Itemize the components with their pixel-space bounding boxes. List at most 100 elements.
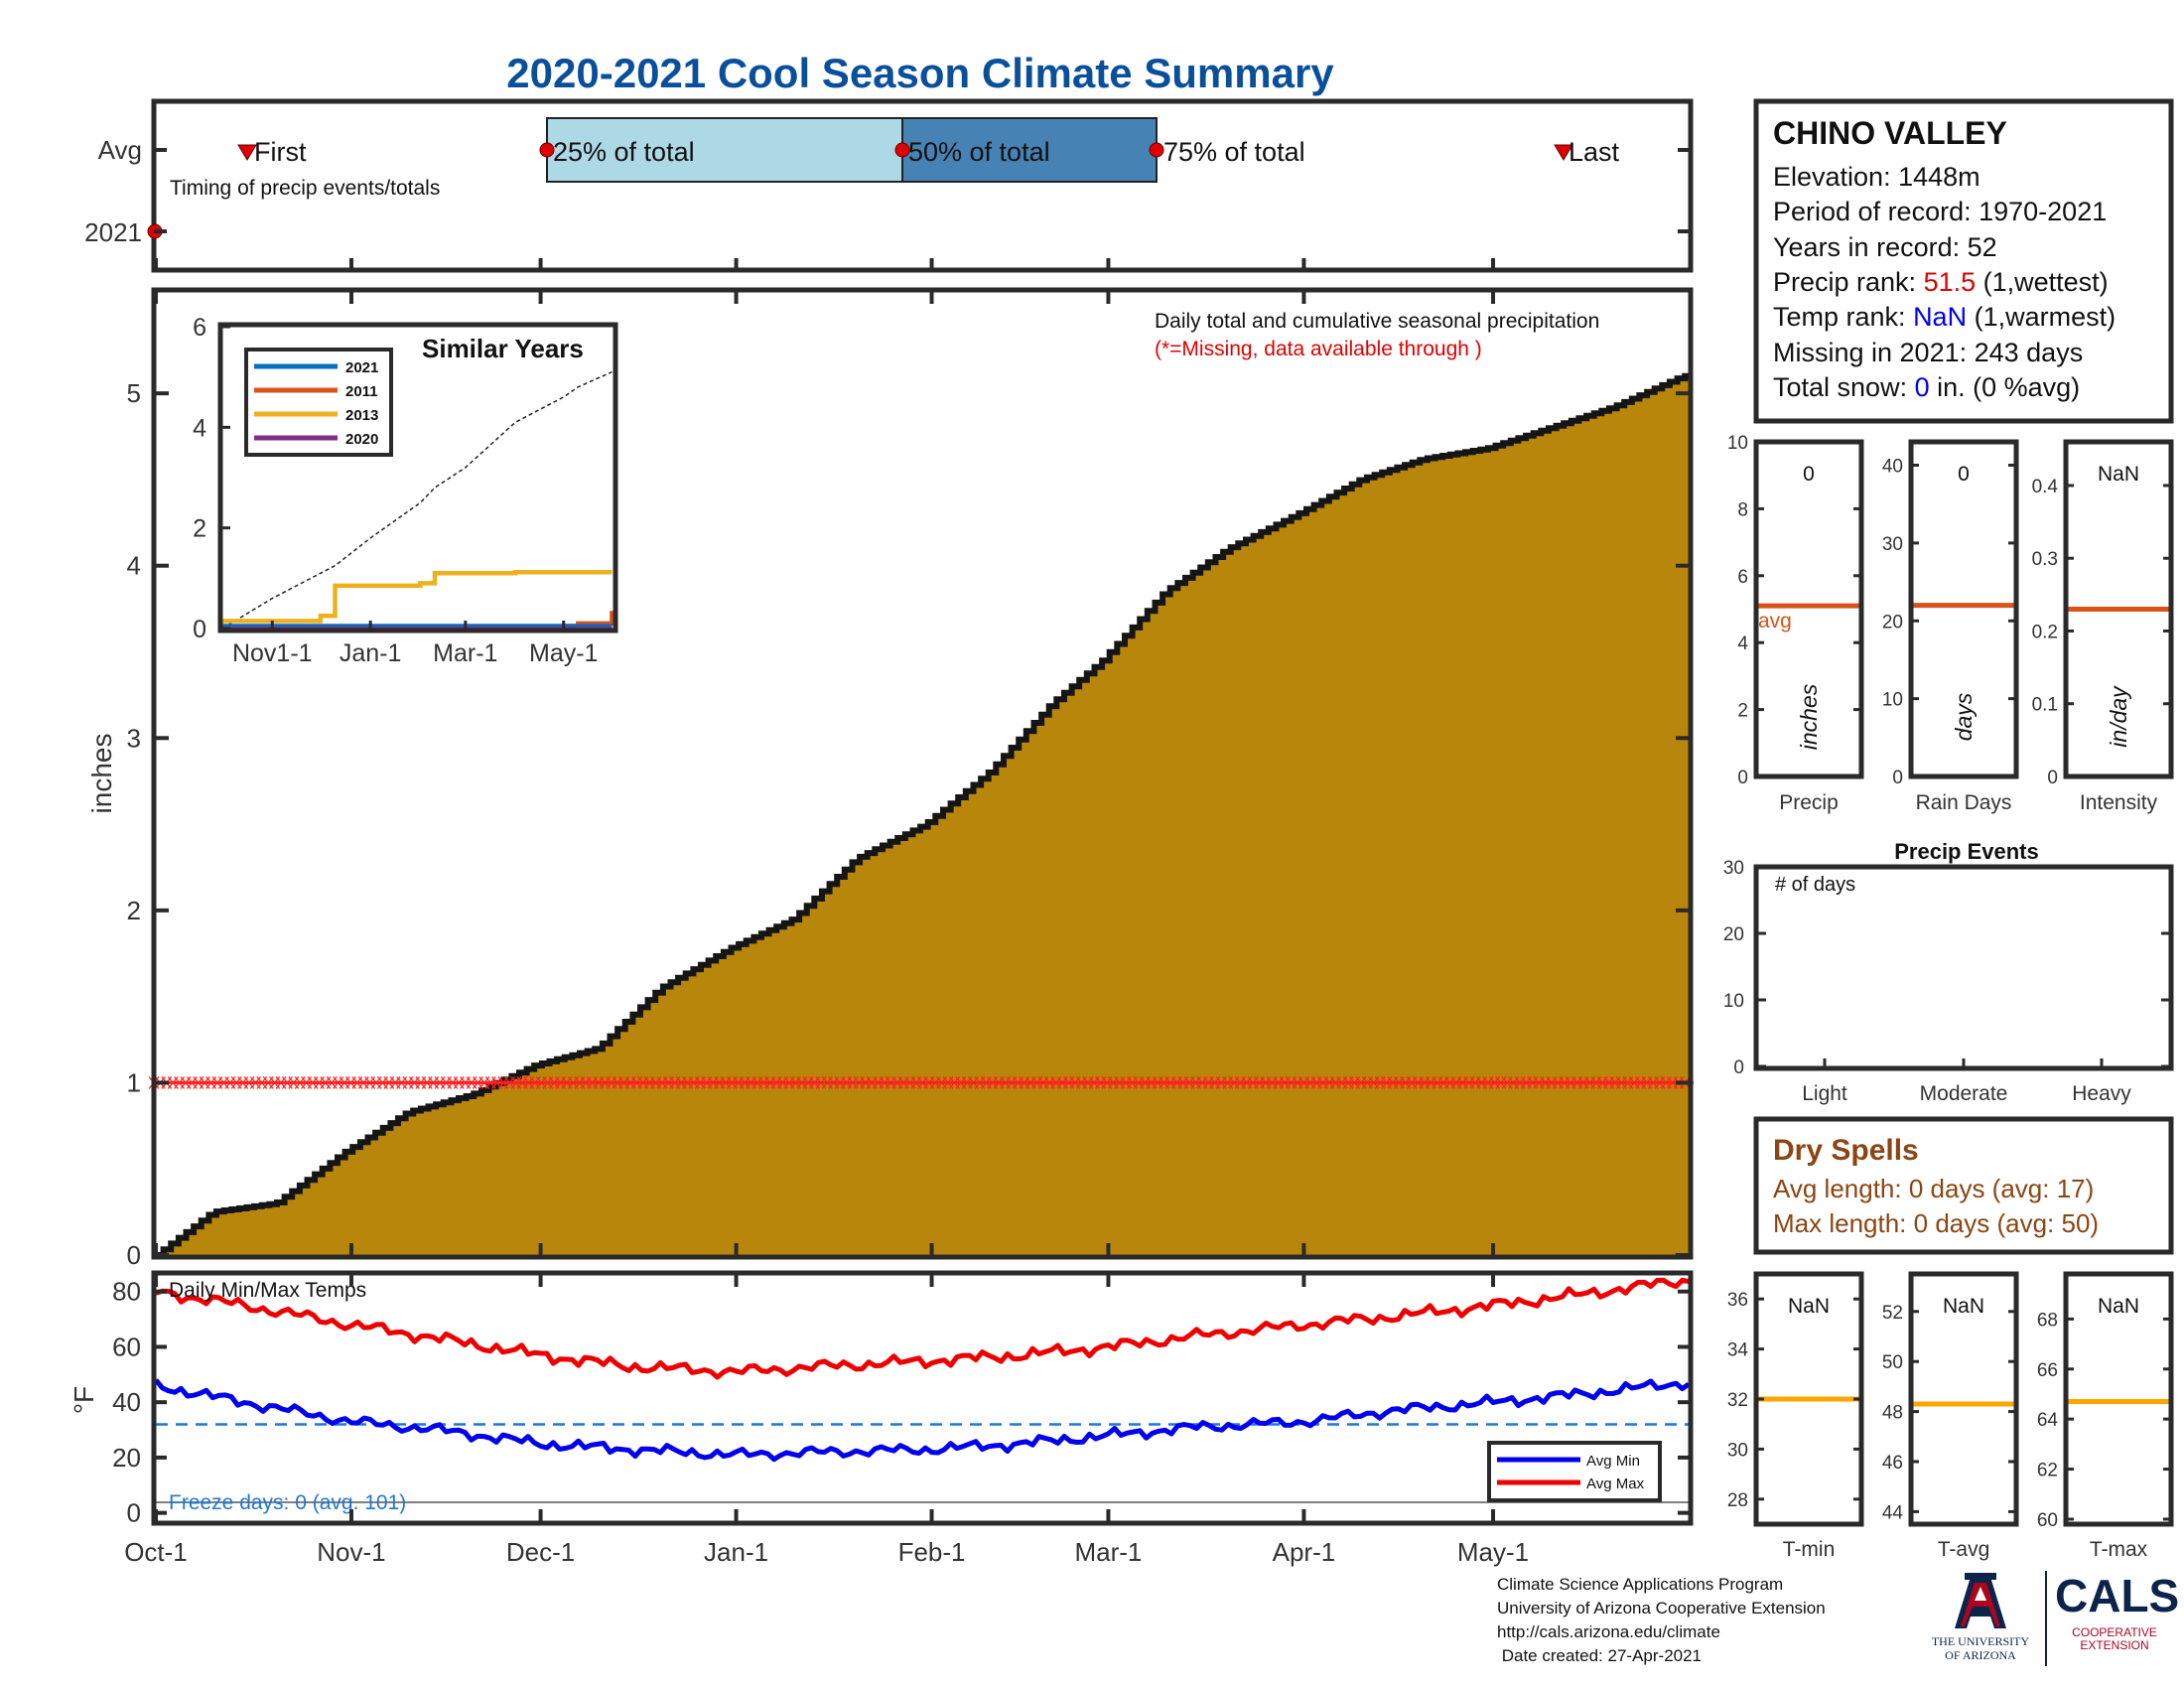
figure-title: 2020-2021 Cool Season Climate Summary xyxy=(506,50,1334,96)
inset-frame xyxy=(217,322,618,633)
last-marker xyxy=(1554,144,1573,161)
summary-y-tick-label: 30 xyxy=(1882,534,1903,555)
total-snow-text: Total snow: 0 in. (0 %avg) xyxy=(1773,372,2080,402)
logo-a-inner xyxy=(1961,1583,2000,1626)
temp-y-tick-label: 60 xyxy=(112,1332,141,1361)
snow-suffix: in. (0 %avg) xyxy=(1930,372,2081,402)
inset-title: Similar Years xyxy=(422,334,584,363)
precip-events-caption: # of days xyxy=(1775,874,1855,896)
precip-events-frame xyxy=(1753,864,2174,1071)
summary-x-label: T-min xyxy=(1783,1538,1836,1561)
cumulative-precip-edge xyxy=(156,372,1689,1258)
legend-2011-label: 2011 xyxy=(345,383,378,400)
summary-unit-label: inches xyxy=(1796,683,1822,750)
missing-data-band xyxy=(148,1076,1694,1089)
timing-panel: Avg 2021 First 25% of total 50% of total… xyxy=(84,98,1694,273)
dry-spells-avg-length: Avg length: 0 days (avg: 17) xyxy=(1773,1174,2094,1203)
precip-caption: Daily total and cumulative seasonal prec… xyxy=(1155,310,1599,333)
inset-line-2013 xyxy=(222,570,613,624)
summary-x-label: Precip xyxy=(1779,791,1839,814)
summary-y-tick-label: 52 xyxy=(1882,1303,1903,1324)
pct25-label: 25% of total xyxy=(553,137,695,167)
summary-y-tick-label: 0 xyxy=(2047,768,2058,788)
inset-x-tick-label: May-1 xyxy=(529,639,598,667)
logo-divider xyxy=(2045,1571,2047,1666)
temp-caption: Daily Min/Max Temps xyxy=(169,1279,366,1302)
summary-value: NaN xyxy=(2098,1295,2139,1318)
summary-y-tick-label: 0.1 xyxy=(2032,695,2058,716)
events-y-tick-label: 20 xyxy=(1723,924,1744,945)
events-x-label: Heavy xyxy=(2072,1082,2131,1105)
events-y-tick-label: 10 xyxy=(1723,991,1744,1012)
inset-average-line xyxy=(221,370,613,630)
cals-logo: CALS COOPERATIVE EXTENSION xyxy=(2055,1569,2184,1668)
summary-y-tick-label: 28 xyxy=(1727,1490,1748,1511)
dry-spells-box: Dry Spells Avg length: 0 days (avg: 17) … xyxy=(1753,1116,2174,1255)
summary-y-tick-label: 0.4 xyxy=(2032,477,2059,497)
summary-panel-frame xyxy=(2063,1271,2174,1527)
date-axis-label: Dec-1 xyxy=(506,1537,575,1567)
university-of-arizona-logo: THE UNIVERSITY OF ARIZONA xyxy=(1911,1569,2050,1668)
period-text: Period of record: 1970-2021 xyxy=(1773,197,2107,226)
summary-y-tick-label: 2 xyxy=(1737,701,1748,722)
summary-panel-frame xyxy=(1908,439,2019,779)
summary-y-tick-label: 6 xyxy=(1737,567,1748,588)
summary-y-tick-label: 66 xyxy=(2037,1360,2058,1381)
temp-y-label: °F xyxy=(68,1386,99,1414)
summary-y-tick-label: 20 xyxy=(1882,612,1903,633)
summary-y-tick-label: 40 xyxy=(1882,457,1903,478)
temp-y-tick-label: 40 xyxy=(112,1387,141,1417)
summary-x-label: Rain Days xyxy=(1916,791,2012,814)
snow-value: 0 xyxy=(1915,372,1930,402)
timing-ticks xyxy=(154,148,1691,270)
temp-frame xyxy=(151,1270,1694,1526)
summary-y-tick-label: 36 xyxy=(1727,1290,1748,1311)
temp-panel: 0 20 40 60 80 Daily Min/Max Temps °F Freeze … xyxy=(68,1270,1694,1528)
summary-y-tick-label: 10 xyxy=(1882,690,1903,711)
pct75-label: 75% of total xyxy=(1163,137,1305,167)
cals-wordmark: CALS xyxy=(2055,1570,2180,1621)
temp-y-tick-label: 80 xyxy=(112,1277,141,1307)
station-name: CHINO VALLEY xyxy=(1773,115,2007,151)
summary-panel-rain-days: 0 10 20 30 40 0 Rain Days days xyxy=(1882,439,2019,814)
precip-events-axis: 0 10 20 30 Light Moderate Heavy xyxy=(1723,858,2171,1105)
avg-max-line xyxy=(155,1277,1690,1380)
summary-x-label: T-max xyxy=(2090,1538,2148,1561)
timing-caption: Timing of precip events/totals xyxy=(170,177,440,200)
summary-panel-frame xyxy=(1753,439,1864,779)
dry-spells-frame xyxy=(1753,1116,2174,1255)
cals-subtitle: COOPERATIVE EXTENSION xyxy=(2055,1626,2174,1652)
summary-panel-frame xyxy=(1908,1271,2019,1527)
summary-y-tick-label: 48 xyxy=(1882,1403,1903,1424)
logo-a-top-bar xyxy=(1965,1573,1996,1580)
first-label: First xyxy=(254,137,307,167)
precip-rank-value: 51.5 xyxy=(1924,267,1977,297)
summary-y-tick-label: 0.2 xyxy=(2032,622,2058,642)
inset-x-tick-label: Mar-1 xyxy=(433,639,497,667)
inset-x-tick-label: Nov1-1 xyxy=(232,639,313,667)
temp-legend-box xyxy=(1487,1441,1662,1502)
summary-y-tick-label: 68 xyxy=(2037,1310,2058,1331)
legend-2021-label: 2021 xyxy=(345,359,378,376)
arizona-a-icon xyxy=(1955,1573,2006,1628)
cals-line-2: EXTENSION xyxy=(2080,1638,2149,1652)
date-axis-label: Nov-1 xyxy=(317,1537,385,1567)
inset-y-tick-label: 6 xyxy=(193,314,206,342)
precip-rank-label: Precip rank: xyxy=(1773,267,1924,297)
summary-panel-t-min: 28 30 32 34 36 NaN T-min xyxy=(1727,1271,1864,1561)
temp-rank-value: NaN xyxy=(1913,302,1967,332)
date-axis-label: Apr-1 xyxy=(1273,1537,1336,1567)
credit-url[interactable]: http://cals.arizona.edu/climate xyxy=(1497,1622,1720,1641)
legend-2013-label: 2013 xyxy=(345,407,378,424)
last-label: Last xyxy=(1569,137,1620,167)
inset-axes: 0 2 4 6 Nov1-1 Jan-1 Mar-1 May-1 xyxy=(193,314,598,667)
summary-panel-intensity: 0 0.1 0.2 0.3 0.4 NaN Intensity in/day xyxy=(2032,439,2174,814)
cals-line-1: COOPERATIVE xyxy=(2072,1625,2157,1639)
timing-avg-row-label: Avg xyxy=(98,135,142,165)
precip-rank-text: Precip rank: 51.5 (1,wettest) xyxy=(1773,267,2109,297)
events-y-tick-label: 0 xyxy=(1733,1057,1744,1078)
credit-date: Date created: 27-Apr-2021 xyxy=(1497,1646,1703,1665)
ua-line-2: OF ARIZONA xyxy=(1945,1648,2016,1662)
summary-value: NaN xyxy=(1788,1295,1830,1318)
